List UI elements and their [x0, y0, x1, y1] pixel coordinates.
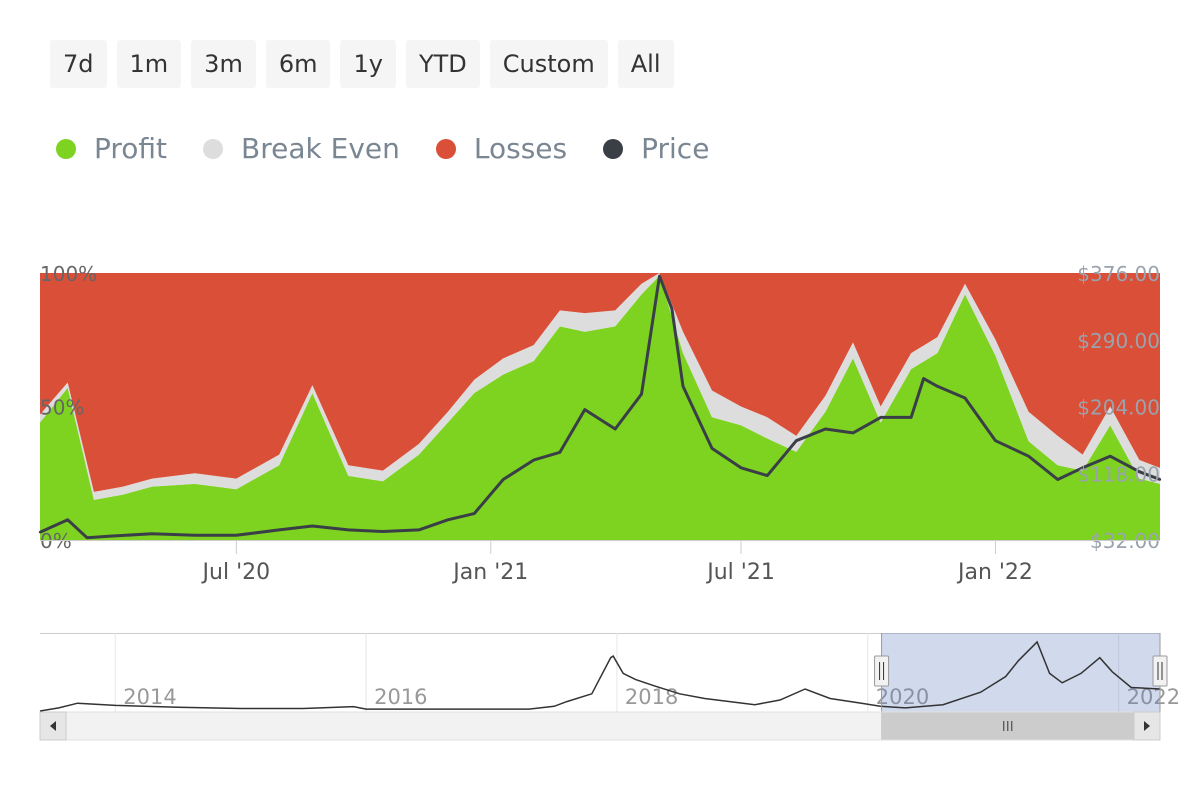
price-point	[532, 458, 535, 462]
legend-label: Price	[641, 132, 710, 165]
legend-item-price[interactable]: Price	[603, 132, 709, 165]
legend-label: Break Even	[241, 132, 400, 165]
price-point	[473, 512, 476, 515]
price-point	[446, 518, 450, 521]
price-point	[739, 466, 743, 469]
scrollbar-thumb[interactable]	[881, 712, 1135, 740]
price-point	[1158, 478, 1162, 481]
range-button-6m[interactable]: 6m	[265, 40, 331, 88]
price-point	[1138, 470, 1141, 473]
y-left-tick-label: 100%	[40, 262, 97, 286]
area-break-even	[40, 273, 1160, 500]
price-point	[994, 439, 997, 442]
legend-label: Profit	[94, 132, 168, 165]
navigator[interactable]: 20142016201820202022	[39, 633, 1180, 712]
navigator-year-label: 2018	[625, 685, 678, 709]
range-button-all[interactable]: All	[617, 40, 674, 88]
price-point	[824, 427, 827, 431]
chart-legend: Profit Break Even Losses Price	[56, 132, 709, 165]
y-right-tick-label: $204.00	[1077, 396, 1160, 420]
price-point	[640, 392, 643, 396]
price-point	[710, 447, 714, 450]
price-point	[150, 532, 154, 535]
area-losses	[40, 273, 1160, 492]
price-point	[1027, 455, 1030, 458]
range-button-7d[interactable]: 7d	[50, 40, 107, 88]
x-tick-label: Jan '21	[451, 560, 528, 585]
navigator-background	[40, 633, 1160, 712]
price-point	[922, 377, 925, 380]
price-point	[670, 307, 674, 310]
range-button-1y[interactable]: 1y	[340, 40, 396, 88]
price-point	[1109, 455, 1112, 458]
range-button-ytd[interactable]: YTD	[405, 40, 480, 88]
price-point	[235, 534, 238, 537]
y-right-tick-label: $290.00	[1077, 329, 1160, 353]
price-point	[879, 416, 882, 419]
y-right-tick-label: $376.00	[1077, 262, 1160, 286]
scrollbar[interactable]	[39, 711, 1161, 741]
navigator-selection	[881, 633, 1160, 712]
x-tick-label: Jul '20	[201, 560, 271, 585]
price-point	[795, 439, 798, 442]
price-point	[278, 528, 281, 532]
price-point	[583, 408, 586, 411]
price-point	[66, 518, 69, 521]
range-selector: 7d 1m 3m 6m 1y YTD Custom All	[50, 40, 674, 88]
price-point	[681, 385, 685, 388]
price-point	[909, 416, 913, 419]
navigator-left-handle[interactable]	[874, 655, 890, 687]
price-point	[417, 528, 421, 532]
navigator-year-label: 2014	[123, 685, 176, 709]
price-point	[963, 396, 967, 400]
navigator-price-line	[39, 640, 1161, 712]
arrow-right-icon	[1144, 721, 1150, 731]
price-point	[502, 478, 505, 481]
price-point	[1056, 478, 1059, 481]
legend-dot-icon	[203, 138, 224, 159]
legend-item-losses[interactable]: Losses	[435, 132, 568, 165]
legend-dot-icon	[56, 138, 76, 159]
price-point	[109, 534, 112, 538]
price-point	[614, 427, 617, 431]
x-tick-label: Jan '22	[956, 560, 1033, 585]
area-layers	[40, 273, 1160, 540]
legend-item-profit[interactable]: Profit	[56, 132, 167, 165]
price-point	[38, 531, 42, 534]
y-left-tick-label: 50%	[40, 396, 84, 420]
price-point	[766, 474, 769, 477]
legend-item-break-even[interactable]: Break Even	[203, 132, 400, 165]
range-button-1m[interactable]: 1m	[116, 40, 182, 88]
price-point	[1081, 466, 1084, 469]
range-button-3m[interactable]: 3m	[191, 40, 256, 88]
navigator-year-label: 2016	[374, 685, 427, 709]
price-point	[658, 274, 661, 278]
price-point	[347, 528, 350, 532]
price-point	[381, 530, 385, 533]
price-line-layer	[38, 274, 1162, 540]
x-axis: Jul '20 Jan '21 Jul '21 Jan '22	[40, 540, 1160, 585]
arrow-left-icon	[50, 721, 56, 731]
legend-label: Losses	[473, 132, 568, 165]
navigator-right-handle[interactable]	[1152, 655, 1168, 687]
price-point	[311, 524, 314, 528]
navigator-year-label: 2020	[876, 685, 929, 709]
area-profit	[40, 275, 1160, 540]
price-point	[851, 431, 855, 435]
x-tick-label: Jul '21	[705, 560, 775, 585]
price-point	[558, 451, 562, 454]
legend-dot-icon	[435, 138, 456, 159]
range-button-custom[interactable]: Custom	[489, 40, 608, 88]
y-right-tick-label: $118.00	[1077, 462, 1160, 486]
legend-dot-icon	[603, 138, 624, 159]
price-point	[193, 534, 197, 537]
price-point	[85, 536, 89, 539]
price-point	[936, 385, 939, 388]
